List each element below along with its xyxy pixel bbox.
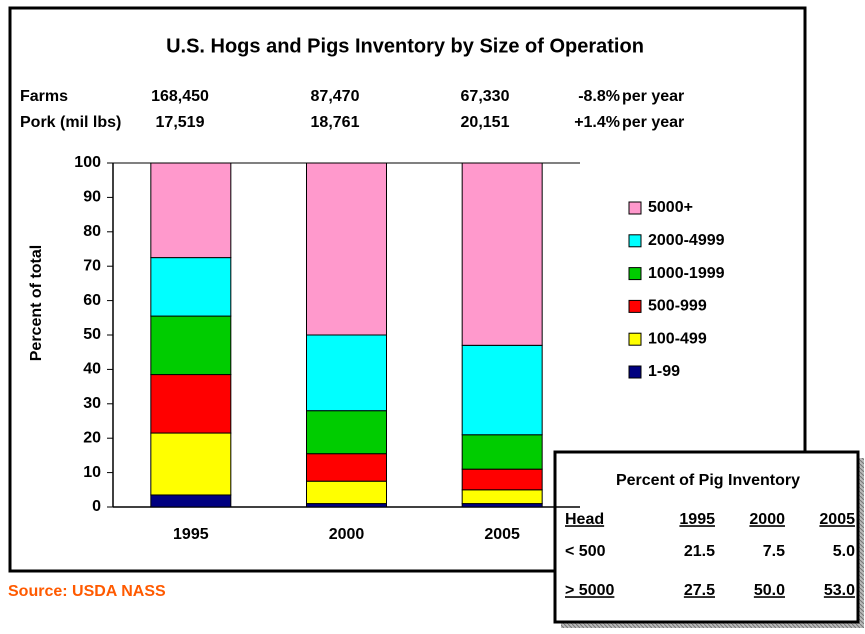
legend-label: 100-499 <box>648 330 707 347</box>
table-cell: 21.5 <box>684 543 715 560</box>
table-cell: 5.0 <box>833 543 855 560</box>
bar-segment <box>461 162 543 346</box>
table-cell: 27.5 <box>684 582 715 599</box>
y-tick-label: 30 <box>83 395 101 412</box>
bar-segment <box>306 410 387 455</box>
table-cell: 1995 <box>679 511 715 528</box>
row-change: +1.4% <box>574 114 620 131</box>
row-unit: per year <box>622 88 684 105</box>
bar-segment <box>150 257 232 317</box>
row-value: 20,151 <box>461 114 510 131</box>
row-unit: per year <box>622 114 684 131</box>
legend-label: 1-99 <box>648 363 680 380</box>
x-tick-label: 1995 <box>173 526 209 543</box>
legend-swatch <box>628 201 642 215</box>
y-axis-label: Percent of total <box>28 245 45 361</box>
row-value: 67,330 <box>461 88 510 105</box>
table-cell: > 5000 <box>565 582 614 599</box>
row-label: Farms <box>20 88 68 105</box>
table-cell: 7.5 <box>763 543 785 560</box>
legend-swatch <box>628 267 642 281</box>
source: Source: USDA NASS <box>8 583 166 600</box>
y-tick-label: 100 <box>74 154 101 171</box>
y-tick-label: 50 <box>83 326 101 343</box>
y-tick-label: 60 <box>83 292 101 309</box>
y-tick-label: 20 <box>83 429 101 446</box>
x-tick-label: 2005 <box>484 526 520 543</box>
legend-label: 500-999 <box>648 298 707 315</box>
row-value: 18,761 <box>311 114 360 131</box>
y-tick-label: 70 <box>83 257 101 274</box>
x-tick-label: 2000 <box>329 526 365 543</box>
chart-title: U.S. Hogs and Pigs Inventory by Size of … <box>166 35 644 57</box>
bar-segment <box>306 162 387 336</box>
table-cell: < 500 <box>565 543 606 560</box>
table-cell: 50.0 <box>754 582 785 599</box>
bar-segment <box>150 494 232 508</box>
row-value: 17,519 <box>156 114 205 131</box>
bar-segment <box>461 434 543 470</box>
table-cell: 53.0 <box>824 582 855 599</box>
bar-segment <box>461 503 543 508</box>
bar-segment <box>461 344 543 436</box>
legend-label: 2000-4999 <box>648 232 725 249</box>
row-label: Pork (mil lbs) <box>20 114 121 131</box>
row-change: -8.8% <box>578 88 620 105</box>
legend-swatch <box>628 365 642 379</box>
inset-table <box>553 450 860 624</box>
y-tick-label: 90 <box>83 189 101 206</box>
bar-segment <box>306 453 387 482</box>
legend-label: 5000+ <box>648 199 693 216</box>
bar-segment <box>150 432 232 496</box>
legend-swatch <box>628 332 642 346</box>
table-title: Percent of Pig Inventory <box>616 472 800 489</box>
bar-segment <box>150 162 232 259</box>
legend-label: 1000-1999 <box>648 265 725 282</box>
row-value: 87,470 <box>311 88 360 105</box>
y-tick-label: 10 <box>83 464 101 481</box>
bar-segment <box>150 315 232 376</box>
legend-swatch <box>628 299 642 313</box>
bar-segment <box>306 334 387 412</box>
bar-segment <box>306 503 387 508</box>
table-cell: 2005 <box>819 511 855 528</box>
legend-swatch <box>628 234 642 248</box>
y-tick-label: 40 <box>83 361 101 378</box>
bar-segment <box>461 468 543 491</box>
table-cell: Head <box>565 511 604 528</box>
row-value: 168,450 <box>151 88 209 105</box>
table-cell: 2000 <box>749 511 785 528</box>
bar-segment <box>306 480 387 505</box>
y-tick-label: 0 <box>92 498 101 515</box>
bar-segment <box>150 374 232 434</box>
y-tick-label: 80 <box>83 223 101 240</box>
bar-segment <box>461 489 543 505</box>
